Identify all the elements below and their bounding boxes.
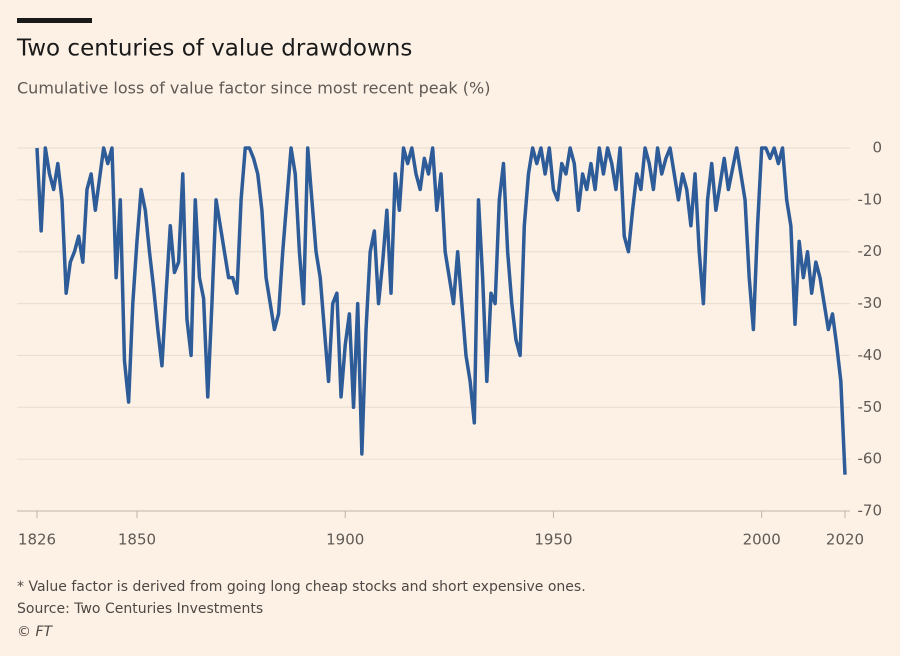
x-tick-label: 2000 bbox=[743, 531, 781, 549]
x-tick-label: 1950 bbox=[534, 531, 572, 549]
y-tick-label: -20 bbox=[858, 242, 883, 260]
y-tick-label: -70 bbox=[858, 502, 883, 520]
y-tick-label: -50 bbox=[858, 398, 883, 416]
y-tick-label: -30 bbox=[858, 294, 883, 312]
x-tick-label: 1826 bbox=[18, 531, 56, 549]
x-tick-label: 2020 bbox=[826, 531, 864, 549]
footnote: * Value factor is derived from going lon… bbox=[17, 579, 586, 595]
header-bar bbox=[17, 18, 92, 23]
grid: 0 -10 -20 -30 -40 -50 -60 -70 1826 1850 1900 1950 20… bbox=[17, 139, 882, 549]
y-tick-label: 0 bbox=[872, 139, 882, 157]
chart-subtitle: Cumulative loss of value factor since mo… bbox=[17, 79, 490, 98]
y-tick-label: -10 bbox=[858, 190, 883, 208]
x-tick-label: 1850 bbox=[118, 531, 156, 549]
source: Source: Two Centuries Investments bbox=[17, 601, 263, 617]
x-tick-label: 1900 bbox=[326, 531, 364, 549]
y-tick-label: -60 bbox=[858, 450, 883, 468]
y-tick-label: -40 bbox=[858, 346, 883, 364]
chart-title: Two centuries of value drawdowns bbox=[16, 36, 412, 62]
plot bbox=[35, 146, 847, 475]
credit: © FT bbox=[17, 624, 54, 640]
line bbox=[35, 146, 847, 475]
